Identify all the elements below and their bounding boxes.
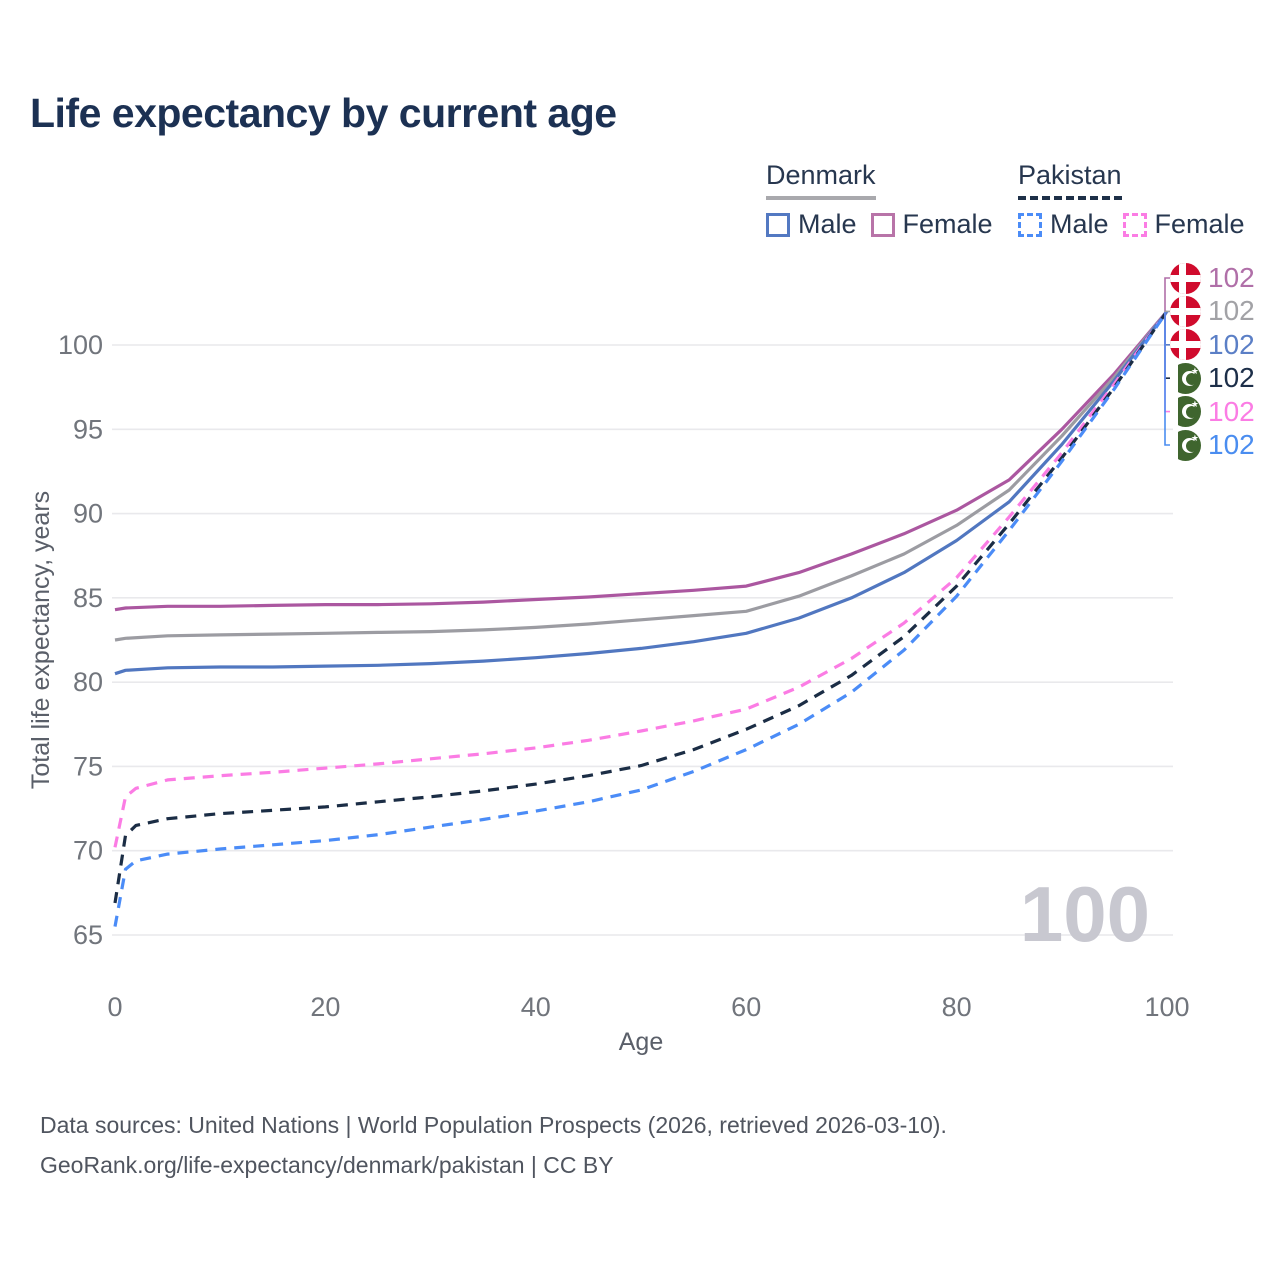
series-line-pakistan-all — [113, 310, 1169, 904]
pakistan-flag-icon: ★ — [1170, 429, 1201, 461]
end-value-text-denmark-all: 102 — [1208, 295, 1255, 327]
y-tick-label-75: 75 — [73, 751, 103, 781]
footer-attribution: GeoRank.org/life-expectancy/denmark/paki… — [40, 1152, 614, 1178]
legend-label-denmark-male: Male — [798, 209, 857, 239]
x-tick-label-20: 20 — [310, 992, 340, 1022]
end-value-text-denmark-female: 102 — [1208, 262, 1255, 293]
legend-item-pakistan-male[interactable]: Male — [1018, 209, 1109, 240]
legend-item-denmark-female[interactable]: Female — [870, 209, 993, 240]
legend-checkbox-denmark-male[interactable] — [766, 212, 790, 237]
end-value-label-pakistan-male: ★ 102 — [1170, 429, 1255, 461]
end-value-text-denmark-male: 102 — [1208, 328, 1255, 360]
end-value-label-denmark-male: 102 — [1170, 329, 1255, 361]
y-tick-label-90: 90 — [73, 499, 103, 529]
series-line-denmark-female — [114, 310, 1169, 612]
legend-group-denmark: Denmark Male Female — [766, 160, 993, 240]
legend-country-pakistan[interactable]: Pakistan — [1018, 160, 1122, 200]
footer: Data sources: United Nations | World Pop… — [40, 1105, 947, 1185]
series-line-denmark-all — [114, 310, 1169, 642]
end-value-label-denmark-female: 102 — [1170, 262, 1255, 294]
legend-item-pakistan-female[interactable]: Female — [1122, 209, 1245, 240]
legend-item-denmark-male[interactable]: Male — [766, 209, 857, 240]
end-value-label-pakistan-all: ★ 102 — [1170, 362, 1255, 394]
y-tick-label-100: 100 — [58, 330, 103, 360]
legend-label-pakistan-female: Female — [1154, 209, 1245, 239]
legend-checkbox-pakistan-female[interactable] — [1122, 212, 1147, 237]
series-line-denmark-male — [114, 310, 1169, 676]
current-age-watermark: 100 — [1020, 870, 1150, 958]
y-tick-label-65: 65 — [73, 920, 103, 950]
x-tick-label-80: 80 — [942, 992, 972, 1022]
y-tick-label-85: 85 — [73, 583, 103, 613]
end-value-text-pakistan-male: 102 — [1208, 429, 1255, 460]
x-tick-label-40: 40 — [521, 992, 551, 1022]
end-value-text-pakistan-all: 102 — [1208, 362, 1255, 394]
y-tick-label-95: 95 — [73, 414, 103, 444]
denmark-flag-icon — [1170, 295, 1201, 327]
x-tick-label-100: 100 — [1144, 992, 1189, 1022]
pakistan-flag-icon: ★ — [1170, 396, 1201, 428]
legend-checkbox-denmark-female[interactable] — [870, 212, 895, 237]
legend-group-pakistan: Pakistan Male Female — [1018, 160, 1245, 240]
y-tick-label-80: 80 — [73, 667, 103, 697]
end-value-label-denmark-all: 102 — [1170, 295, 1255, 327]
x-tick-label-60: 60 — [731, 992, 761, 1022]
denmark-flag-icon — [1170, 329, 1201, 361]
label-connector-pakistan-male — [1164, 312, 1170, 446]
legend-country-denmark[interactable]: Denmark — [766, 160, 876, 200]
series-line-pakistan-female — [113, 310, 1169, 848]
end-value-label-pakistan-female: ★ 102 — [1170, 396, 1255, 428]
x-axis-title: Age — [619, 1028, 663, 1056]
label-connector-denmark-female — [1164, 277, 1170, 312]
legend-label-denmark-female: Female — [902, 209, 993, 239]
denmark-flag-icon — [1170, 262, 1201, 294]
y-tick-label-70: 70 — [73, 836, 103, 866]
y-axis-title: Total life expectancy, years — [27, 491, 55, 789]
page-title: Life expectancy by current age — [30, 90, 617, 136]
x-tick-label-0: 0 — [107, 992, 122, 1022]
pakistan-flag-icon: ★ — [1170, 362, 1201, 394]
series-line-pakistan-male — [113, 310, 1169, 927]
legend-label-pakistan-male: Male — [1050, 209, 1109, 239]
end-value-text-pakistan-female: 102 — [1208, 395, 1255, 427]
label-connector-denmark-all — [1164, 310, 1170, 313]
footer-data-sources: Data sources: United Nations | World Pop… — [40, 1112, 947, 1138]
legend-checkbox-pakistan-male[interactable] — [1018, 212, 1042, 237]
